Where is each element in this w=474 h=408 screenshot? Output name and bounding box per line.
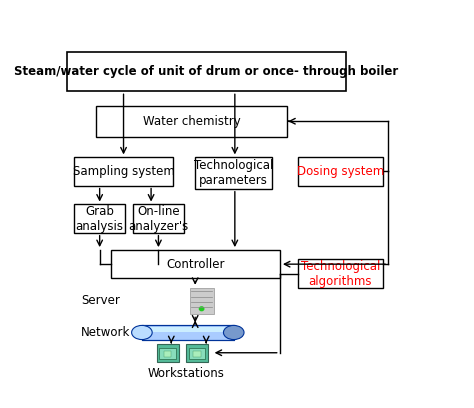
Ellipse shape: [132, 326, 152, 339]
Text: Workstations: Workstations: [147, 367, 224, 380]
FancyBboxPatch shape: [159, 348, 176, 359]
Text: Sampling system: Sampling system: [73, 165, 174, 178]
Text: Grab
analysis: Grab analysis: [76, 204, 124, 233]
FancyBboxPatch shape: [193, 352, 201, 357]
FancyBboxPatch shape: [164, 352, 171, 357]
Text: On-line
analyzer's: On-line analyzer's: [128, 204, 189, 233]
FancyBboxPatch shape: [142, 327, 234, 332]
FancyBboxPatch shape: [195, 157, 272, 189]
Text: Technological
parameters: Technological parameters: [194, 159, 273, 187]
FancyBboxPatch shape: [74, 157, 173, 186]
FancyBboxPatch shape: [133, 204, 184, 233]
FancyBboxPatch shape: [298, 157, 383, 186]
FancyBboxPatch shape: [142, 326, 234, 339]
FancyBboxPatch shape: [186, 344, 208, 361]
FancyBboxPatch shape: [190, 288, 213, 315]
FancyBboxPatch shape: [96, 106, 287, 137]
Ellipse shape: [223, 326, 244, 339]
Text: Controller: Controller: [166, 258, 224, 271]
FancyBboxPatch shape: [298, 259, 383, 288]
Text: Steam/water cycle of unit of drum or once- through boiler: Steam/water cycle of unit of drum or onc…: [14, 65, 398, 78]
FancyBboxPatch shape: [110, 250, 280, 278]
FancyBboxPatch shape: [66, 52, 346, 91]
Text: Technological
algorithms: Technological algorithms: [301, 259, 380, 288]
Text: Network: Network: [82, 326, 131, 339]
FancyBboxPatch shape: [189, 348, 205, 359]
FancyBboxPatch shape: [156, 344, 179, 361]
Text: Water chemistry: Water chemistry: [143, 115, 240, 128]
Text: Dosing system: Dosing system: [297, 165, 384, 178]
Text: Server: Server: [82, 294, 120, 307]
Circle shape: [200, 307, 204, 310]
FancyBboxPatch shape: [74, 204, 125, 233]
